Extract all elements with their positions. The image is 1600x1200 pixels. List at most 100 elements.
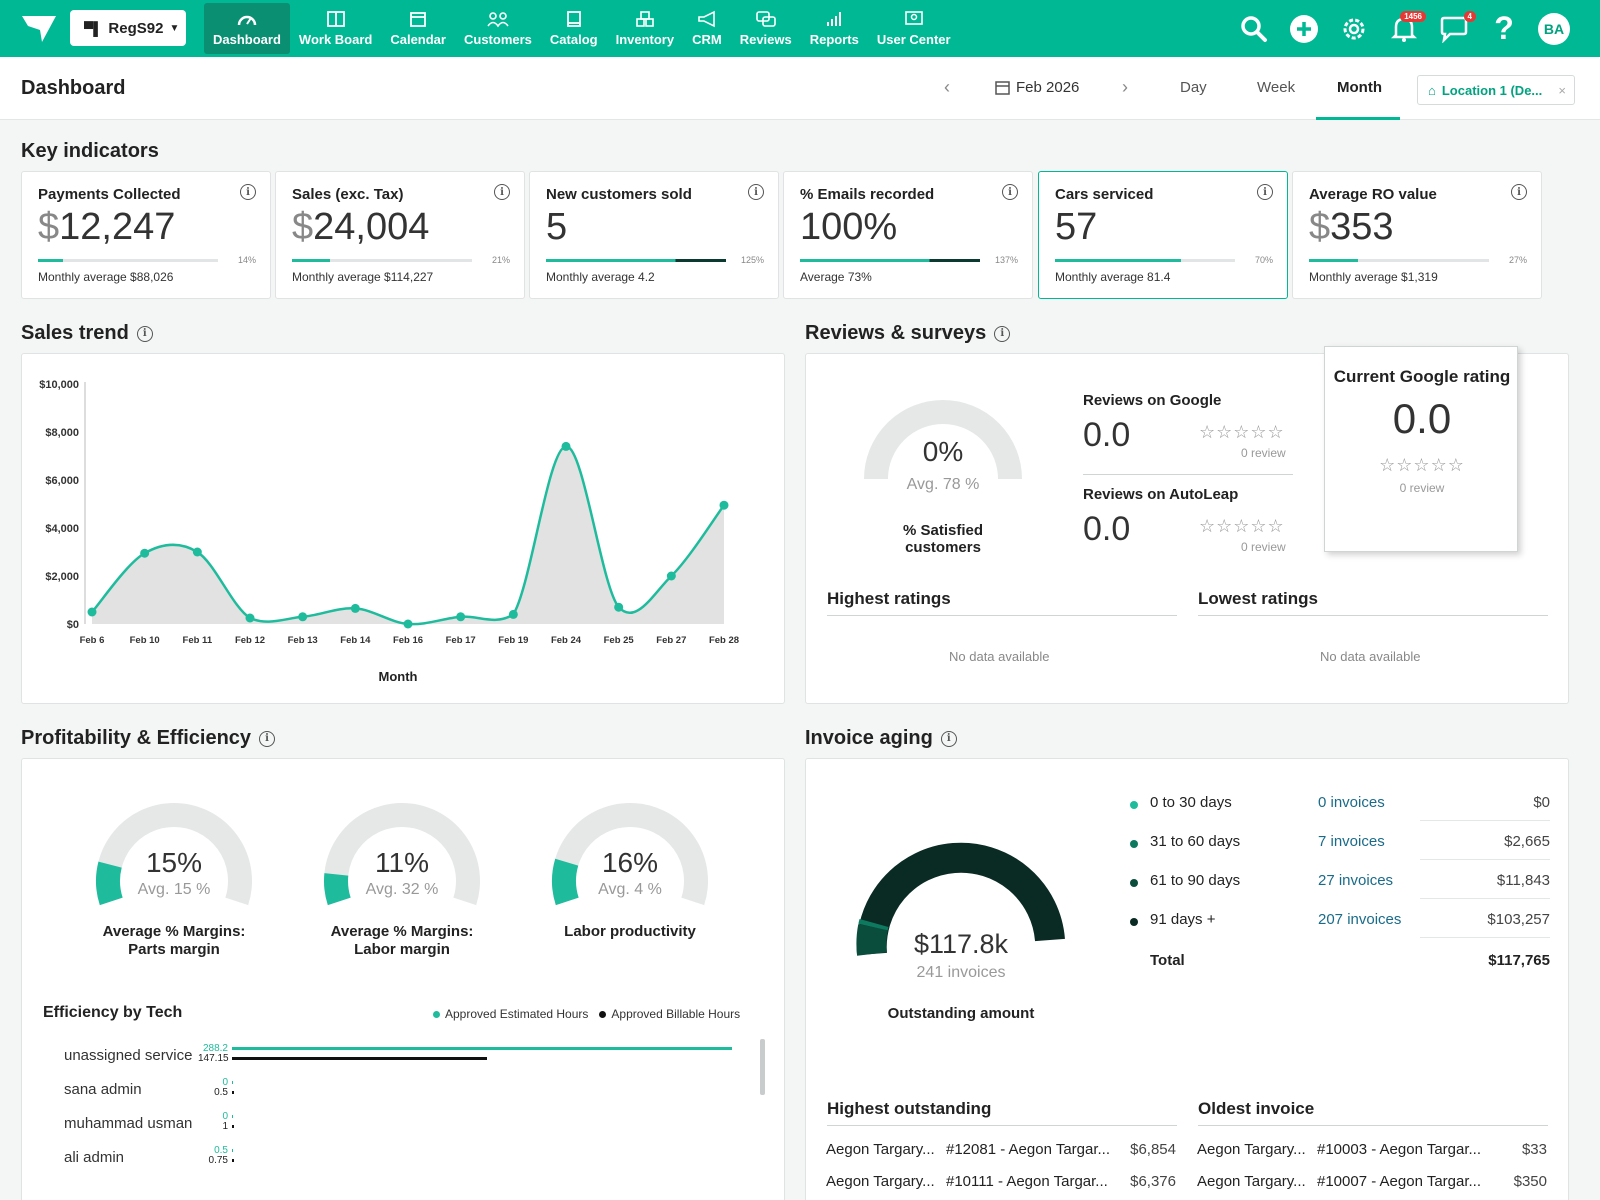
x-tick-label: Feb 16 <box>393 635 423 646</box>
divider <box>827 1125 1177 1126</box>
billable-hours-bar <box>232 1091 234 1094</box>
section-title-text: Sales trend <box>21 322 129 344</box>
kpi-title: Payments Collected <box>38 186 181 203</box>
data-point[interactable] <box>245 613 255 623</box>
kpi-card[interactable]: Average RO value i $353 27% Monthly average … <box>1292 171 1542 299</box>
aging-count[interactable]: 0 invoices <box>1318 794 1385 811</box>
info-icon[interactable]: i <box>1002 184 1018 200</box>
data-point[interactable] <box>561 441 571 451</box>
nav-item-catalog[interactable]: Catalog <box>541 0 607 57</box>
app-logo[interactable] <box>20 12 60 46</box>
info-icon[interactable]: i <box>1257 184 1273 200</box>
store-name: RegS92 <box>108 19 164 37</box>
tab-month[interactable]: Month <box>1337 79 1382 96</box>
highest-invoice-row[interactable]: Aegon Targary... #10111 - Aegon Targar...… <box>826 1173 1176 1195</box>
data-point[interactable] <box>666 571 676 581</box>
nav-item-label: CRM <box>692 32 722 47</box>
aging-row[interactable]: 0 to 30 days 0 invoices $0 <box>1130 790 1550 828</box>
notification-badge: 1456 <box>1400 10 1426 22</box>
aging-count[interactable]: 207 invoices <box>1318 911 1402 928</box>
info-icon[interactable]: i <box>494 184 510 200</box>
aging-count[interactable]: 27 invoices <box>1318 872 1394 889</box>
prev-period-button[interactable]: ‹ <box>944 77 950 97</box>
nav-item-reviews[interactable]: Reviews <box>731 0 801 57</box>
kpi-progress-fill <box>292 259 330 262</box>
nav-item-inventory[interactable]: Inventory <box>607 0 684 57</box>
nav-item-crm[interactable]: CRM <box>683 0 731 57</box>
gauge-fill <box>552 858 579 906</box>
highest-invoice-row[interactable]: Aegon Targary... #12081 - Aegon Targar...… <box>826 1141 1176 1163</box>
date-selector[interactable]: Feb 2026 <box>995 79 1079 96</box>
oldest-invoice-row[interactable]: Aegon Targary... #10007 - Aegon Targar...… <box>1197 1173 1547 1195</box>
data-point[interactable] <box>456 612 466 622</box>
aging-count[interactable]: 7 invoices <box>1318 833 1385 850</box>
aging-dot <box>1130 879 1138 887</box>
data-point[interactable] <box>298 612 308 622</box>
help-button[interactable]: ? <box>1488 10 1520 46</box>
info-icon[interactable]: i <box>240 184 256 200</box>
nav-item-work-board[interactable]: Work Board <box>290 0 381 57</box>
data-point[interactable] <box>350 603 360 613</box>
current-star-rating: ☆☆☆☆☆ <box>1379 455 1465 475</box>
settings-button[interactable] <box>1338 13 1370 45</box>
efficiency-scrollbar[interactable] <box>760 1039 765 1095</box>
oldest-invoice-row[interactable]: Aegon Targary... #10003 - Aegon Targar...… <box>1197 1141 1547 1163</box>
info-icon[interactable]: i <box>994 325 1011 342</box>
search-button[interactable] <box>1238 13 1270 45</box>
nav-item-calendar[interactable]: Calendar <box>381 0 455 57</box>
info-icon[interactable]: i <box>1511 184 1527 200</box>
billable-hours-label: 1 <box>222 1121 228 1132</box>
x-tick-label: Feb 27 <box>656 635 686 646</box>
nav-item-dashboard[interactable]: Dashboard <box>204 3 290 54</box>
outstanding-label: Outstanding amount <box>887 1005 1035 1022</box>
y-tick-label: $4,000 <box>45 523 79 535</box>
location-filter-chip[interactable]: ⌂ Location 1 (De... × <box>1417 75 1575 105</box>
autoleap-reviews-score: 0.0 <box>1083 510 1131 548</box>
kpi-value: 5 <box>546 206 567 249</box>
messages-button[interactable]: 4 <box>1438 10 1476 45</box>
add-button[interactable] <box>1288 13 1320 45</box>
aging-row[interactable]: 31 to 60 days 7 invoices $2,665 <box>1130 829 1550 867</box>
nav-item-label: Inventory <box>615 32 675 47</box>
nav-item-customers[interactable]: Customers <box>455 0 541 57</box>
chat-icon <box>1440 16 1468 43</box>
data-point[interactable] <box>403 619 413 629</box>
nav-item-user-center[interactable]: User Center <box>868 0 960 57</box>
kpi-card[interactable]: Payments Collected i $12,247 14% Monthly ave… <box>21 171 271 299</box>
kpi-card[interactable]: % Emails recorded i 100% 137% Average 73% <box>783 171 1033 299</box>
satisfied-average: Avg. 78 % <box>906 476 980 493</box>
kpi-card[interactable]: Sales (exc. Tax) i $24,004 21% Monthly avera… <box>275 171 525 299</box>
google-star-rating: ☆☆☆☆☆ <box>1199 422 1285 442</box>
data-point[interactable] <box>508 609 518 619</box>
next-period-button[interactable]: › <box>1122 77 1128 97</box>
kpi-card[interactable]: New customers sold i 5 125% Monthly average … <box>529 171 779 299</box>
kpi-title: Cars serviced <box>1055 186 1154 203</box>
close-icon[interactable]: × <box>1558 82 1566 98</box>
kpi-card[interactable]: Cars serviced i 57 70% Monthly average 81.4 <box>1038 171 1288 299</box>
nav-item-reports[interactable]: Reports <box>801 0 868 57</box>
aging-row[interactable]: 61 to 90 days 27 invoices $11,843 <box>1130 868 1550 906</box>
info-icon[interactable]: i <box>136 325 153 342</box>
kpi-progress-bar <box>1309 259 1489 262</box>
invoice-number: #10111 - Aegon Targar... <box>946 1173 1108 1190</box>
customers-icon <box>487 12 509 28</box>
info-icon[interactable]: i <box>748 184 764 200</box>
info-icon[interactable]: i <box>940 730 957 747</box>
avatar[interactable]: BA <box>1538 12 1570 45</box>
data-point[interactable] <box>87 607 97 617</box>
tab-week[interactable]: Week <box>1257 79 1296 96</box>
info-icon[interactable]: i <box>259 730 276 747</box>
notifications-button[interactable]: 1456 <box>1388 10 1426 45</box>
tab-day[interactable]: Day <box>1180 79 1207 96</box>
x-tick-label: Feb 19 <box>498 635 528 646</box>
aging-row[interactable]: 91 days + 207 invoices $103,257 <box>1130 907 1550 945</box>
kpi-title: New customers sold <box>546 186 692 203</box>
data-point[interactable] <box>140 548 150 558</box>
data-point[interactable] <box>614 602 624 612</box>
store-selector[interactable]: ▀▌ RegS92 ▼ <box>70 10 186 46</box>
kpi-percent: 125% <box>740 255 764 265</box>
data-point[interactable] <box>192 547 202 557</box>
data-point[interactable] <box>719 500 729 510</box>
estimated-hours-bar <box>232 1115 233 1118</box>
reviews-title: Reviews & surveys i <box>805 322 1011 345</box>
